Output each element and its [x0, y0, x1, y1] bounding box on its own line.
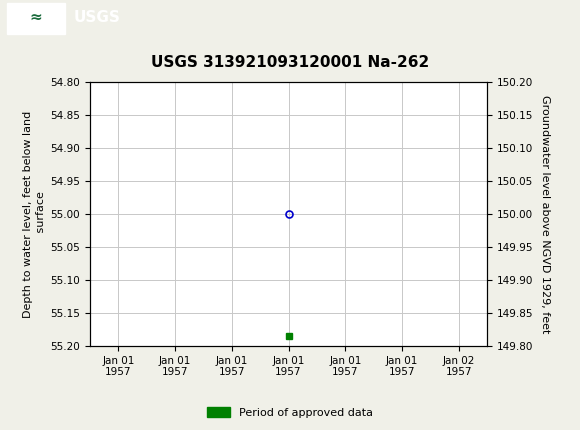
Bar [7, 3, 65, 34]
Y-axis label: Groundwater level above NGVD 1929, feet: Groundwater level above NGVD 1929, feet [540, 95, 550, 333]
Legend: Period of approved data: Period of approved data [203, 403, 377, 422]
Y-axis label: Depth to water level, feet below land
 surface: Depth to water level, feet below land su… [23, 111, 46, 317]
Text: USGS 313921093120001 Na-262: USGS 313921093120001 Na-262 [151, 55, 429, 70]
Text: USGS: USGS [74, 10, 121, 25]
Text: ≈: ≈ [30, 10, 42, 25]
